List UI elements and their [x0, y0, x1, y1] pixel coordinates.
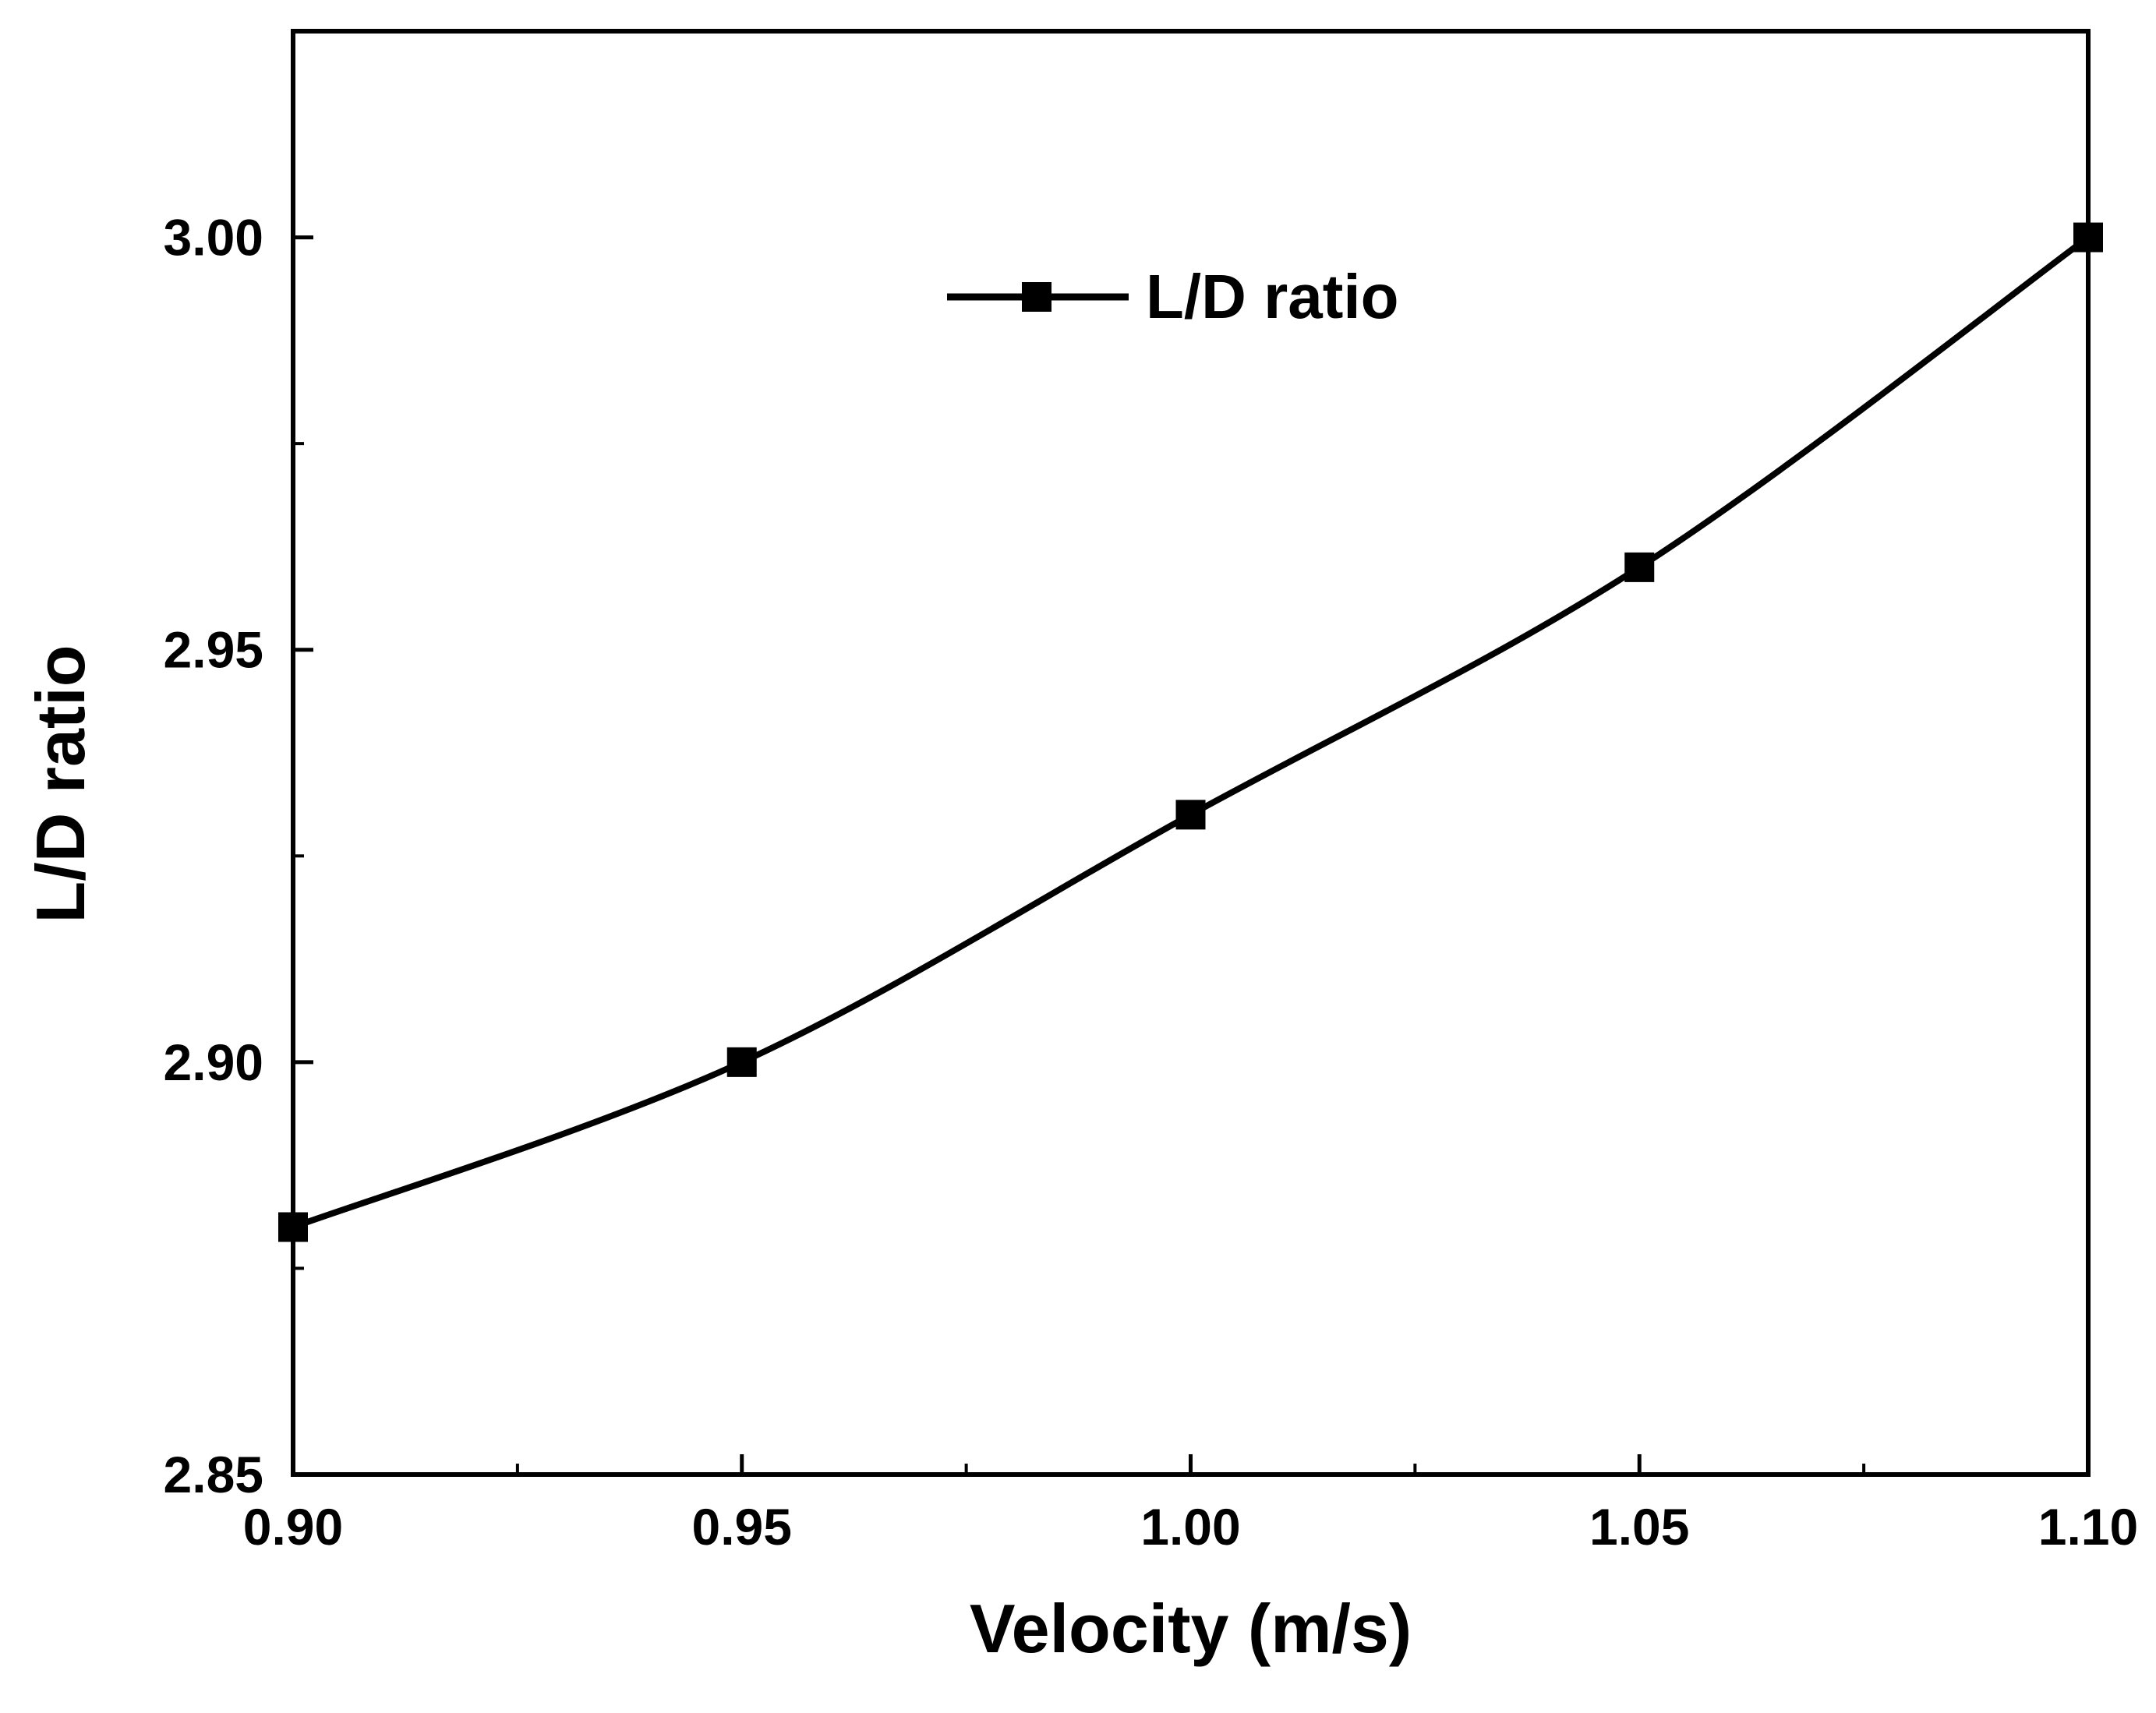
legend-marker [1022, 282, 1051, 312]
y-axis-title: L/D ratio [22, 645, 99, 924]
data-point [726, 1047, 757, 1077]
data-point [1175, 800, 1206, 830]
legend-label: L/D ratio [1146, 262, 1398, 331]
x-tick-label: 0.95 [692, 1498, 792, 1556]
data-point [1624, 552, 1655, 582]
legend: L/D ratio [947, 262, 1398, 331]
x-axis-title: Velocity (m/s) [970, 1590, 1412, 1667]
y-tick-label: 2.85 [164, 1446, 263, 1503]
x-tick-label: 1.05 [1589, 1498, 1689, 1556]
y-tick-label: 2.90 [164, 1033, 263, 1091]
plot-frame [291, 29, 2091, 1477]
tick-labels-group: 0.90 0.95 1.00 1.05 1.10 2.85 2.90 2.95 3.00 [164, 209, 2139, 1556]
ticks-group [291, 30, 2091, 1477]
x-tick-label: 1.10 [2038, 1498, 2138, 1556]
x-tick-label: 0.90 [243, 1498, 343, 1556]
y-tick-label: 3.00 [164, 209, 263, 267]
y-tick-label: 2.95 [164, 621, 263, 679]
series-line [292, 235, 2091, 1231]
series-group [278, 222, 2103, 1242]
x-tick-label: 1.00 [1140, 1498, 1240, 1556]
